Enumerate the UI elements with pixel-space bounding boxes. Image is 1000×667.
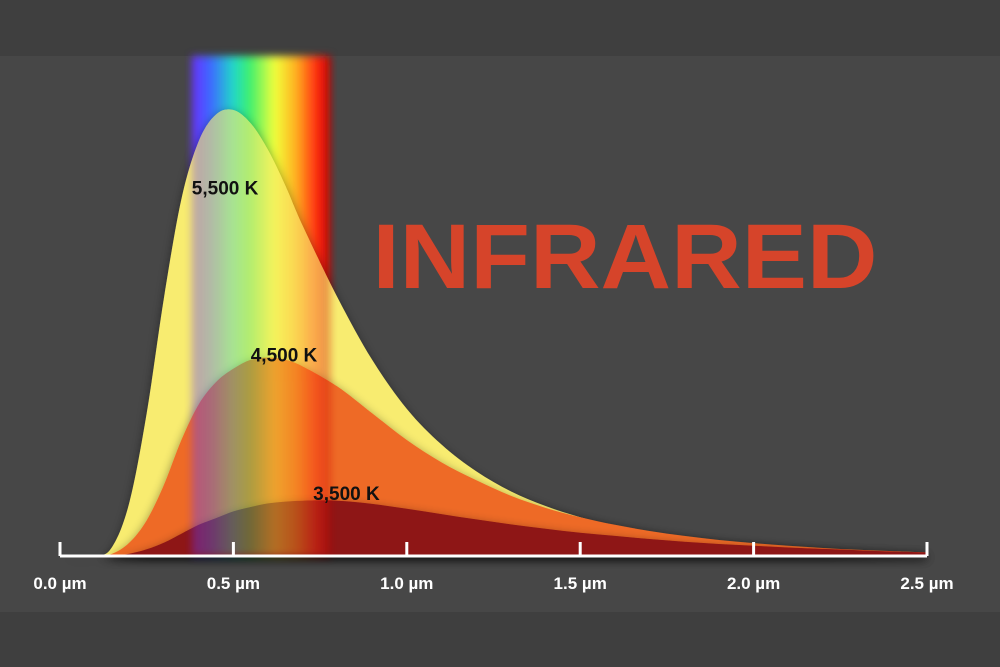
bottom-border (0, 612, 1000, 667)
x-tick-label: 1.0 µm (380, 574, 433, 593)
series-label: 3,500 K (313, 484, 380, 505)
series-label: 4,500 K (251, 345, 318, 366)
x-tick-label: 1.5 µm (554, 574, 607, 593)
top-border (0, 0, 1000, 56)
x-tick-label: 0.0 µm (33, 574, 86, 593)
x-tick-label: 0.5 µm (207, 574, 260, 593)
series-label: 5,500 K (192, 179, 259, 200)
headline: INFRARED (373, 206, 878, 308)
x-tick-label: 2.5 µm (900, 574, 953, 593)
x-tick-label: 2.0 µm (727, 574, 780, 593)
